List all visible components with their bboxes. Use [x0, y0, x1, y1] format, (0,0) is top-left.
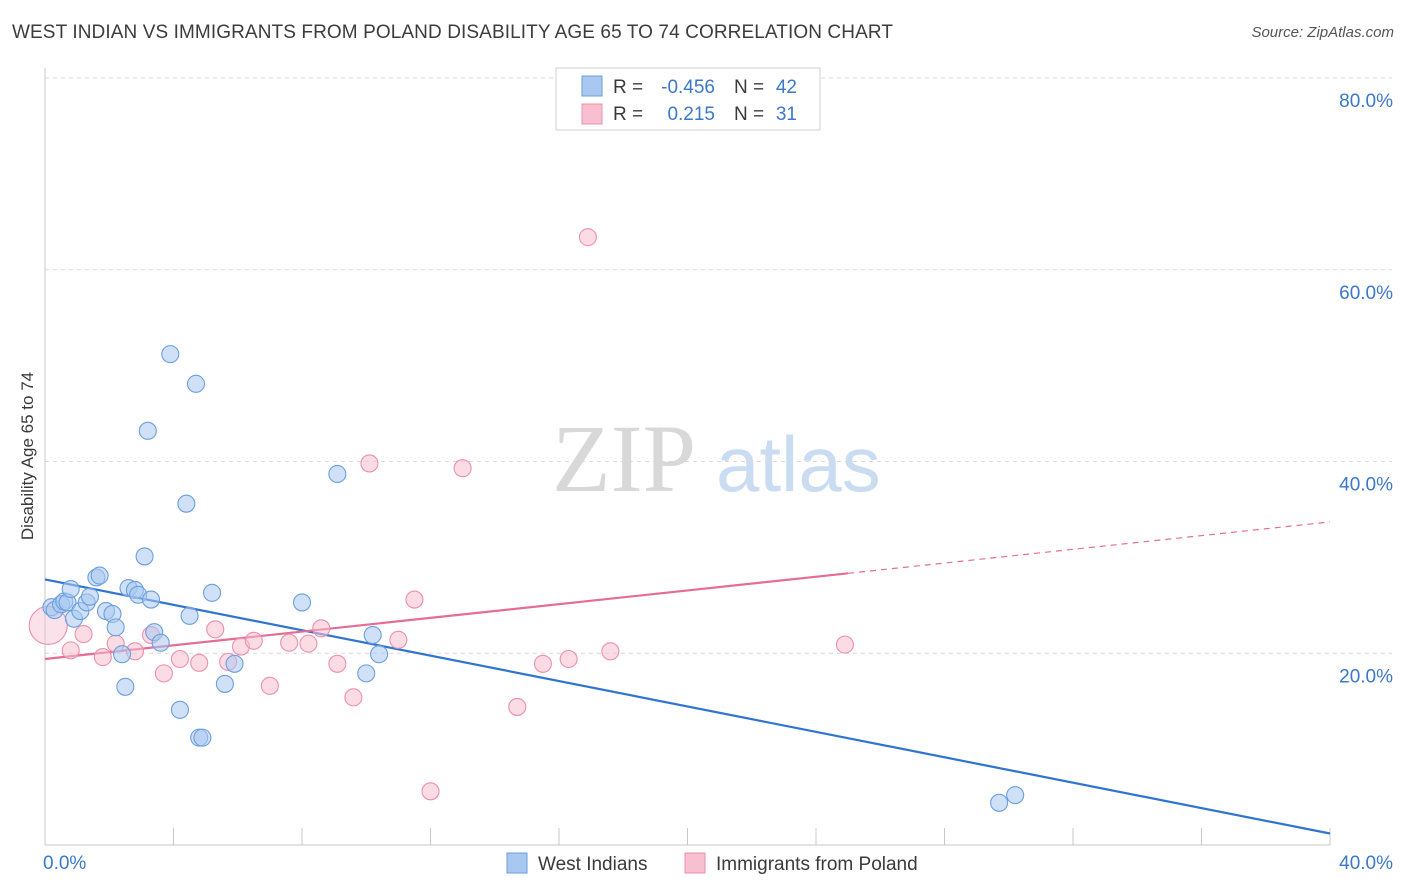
point-poland-27	[559, 649, 578, 669]
point-poland-22	[405, 590, 424, 609]
point-west-indians-35	[292, 593, 312, 612]
point-west-indians-25	[161, 345, 180, 364]
point-poland-9	[190, 653, 209, 672]
y-tick-label-40: 40.0%	[1339, 475, 1393, 496]
legend-box: R = -0.456 N = 42 R = 0.215 N = 31	[555, 67, 821, 131]
point-poland-20	[360, 454, 379, 473]
legend-n-value-2: 31	[776, 104, 797, 125]
point-poland-3	[93, 648, 112, 667]
point-west-indians-39	[370, 645, 389, 664]
point-west-indians-9	[80, 587, 100, 606]
axes	[44, 68, 1331, 846]
point-poland-21	[389, 630, 408, 649]
bottom-legend-label-poland: Immigrants from Poland	[716, 854, 918, 875]
point-west-indians-27	[177, 494, 196, 513]
point-west-indians-37	[357, 664, 376, 683]
point-poland-7	[154, 664, 173, 683]
point-poland-17	[312, 619, 331, 638]
point-west-indians-26	[170, 700, 189, 719]
legend-r-label-2: R =	[613, 104, 643, 125]
point-poland-15	[280, 633, 299, 652]
point-poland-19	[344, 688, 363, 707]
point-west-indians-33	[215, 674, 234, 693]
chart-source: Source: ZipAtlas.com	[1251, 24, 1394, 41]
point-poland-25	[508, 697, 527, 716]
bottom-legend-swatch-poland	[684, 852, 706, 874]
legend-n-label-2: N =	[734, 104, 764, 125]
point-west-indians-24	[151, 633, 170, 652]
grid-lines	[45, 77, 1392, 654]
y-tick-label-80: 80.0%	[1339, 91, 1393, 112]
point-west-indians-20	[135, 547, 154, 566]
point-west-indians-28	[180, 606, 199, 625]
point-poland-14	[260, 676, 279, 695]
trend-line-extension-poland	[848, 521, 1331, 574]
legend-r-value-1: -0.456	[661, 77, 715, 98]
bottom-legend-swatch-west-indians	[506, 852, 528, 874]
point-west-indians-32	[203, 583, 222, 602]
point-poland-28	[578, 228, 597, 247]
point-poland-24	[453, 459, 472, 478]
point-west-indians-29	[186, 374, 206, 393]
point-west-indians-41	[1006, 786, 1025, 805]
point-west-indians-22	[141, 590, 161, 609]
point-west-indians-21	[138, 421, 157, 440]
point-west-indians-15	[113, 645, 132, 664]
legend-n-label-1: N =	[734, 77, 764, 98]
watermark-atlas: atlas	[716, 420, 881, 508]
y-axis-title: Disability Age 65 to 74	[18, 372, 37, 540]
tick-labels: 20.0% 40.0% 60.0% 80.0% 0.0% 40.0%	[43, 91, 1393, 874]
x-tick-label-min: 0.0%	[43, 853, 86, 874]
point-west-indians-40	[990, 793, 1009, 812]
point-poland-23	[421, 782, 440, 801]
trend-line-poland	[44, 572, 849, 661]
y-tick-label-20: 20.0%	[1339, 666, 1393, 687]
point-west-indians-14	[106, 618, 125, 637]
point-west-indians-34	[225, 654, 244, 673]
point-west-indians-38	[363, 625, 382, 645]
point-west-indians-31	[193, 728, 212, 747]
bottom-legend-label-west-indians: West Indians	[538, 854, 647, 875]
point-poland-10	[206, 620, 225, 639]
legend-r-label-1: R =	[613, 77, 643, 98]
bottom-legend: West Indians Immigrants from Poland	[506, 852, 918, 875]
point-west-indians-5	[61, 579, 80, 599]
point-poland-2	[74, 625, 93, 644]
point-poland-13	[244, 631, 263, 650]
legend-swatch-poland	[581, 103, 603, 125]
point-poland-30	[835, 635, 854, 654]
point-poland-16	[299, 634, 318, 653]
point-poland-1	[61, 641, 80, 660]
legend-n-value-1: 42	[776, 77, 797, 98]
legend-r-value-2: 0.215	[667, 104, 715, 125]
point-west-indians-11	[90, 566, 109, 585]
data-points	[28, 228, 1025, 812]
point-poland-26	[533, 654, 552, 673]
point-poland-18	[328, 654, 347, 673]
trend-line-west-indians	[44, 578, 1331, 835]
point-poland-29	[601, 642, 620, 661]
legend-swatch-west-indians	[581, 75, 603, 97]
x-tick-label-max: 40.0%	[1339, 853, 1393, 874]
trend-lines	[44, 521, 1331, 835]
y-tick-label-60: 60.0%	[1339, 283, 1393, 304]
point-poland-8	[170, 649, 189, 669]
point-west-indians-36	[328, 464, 347, 484]
point-west-indians-16	[116, 677, 135, 696]
chart-title: WEST INDIAN VS IMMIGRANTS FROM POLAND DI…	[12, 22, 894, 43]
watermark-zip: ZIP	[552, 405, 696, 512]
